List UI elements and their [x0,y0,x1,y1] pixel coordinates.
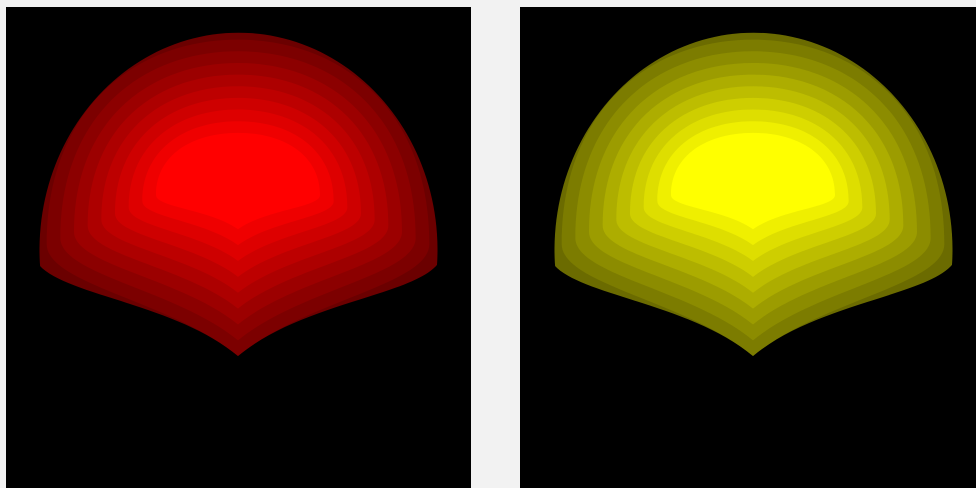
page: (() => { const data = JSON.parse(documen… [0,0,976,488]
scene [0,0,976,488]
